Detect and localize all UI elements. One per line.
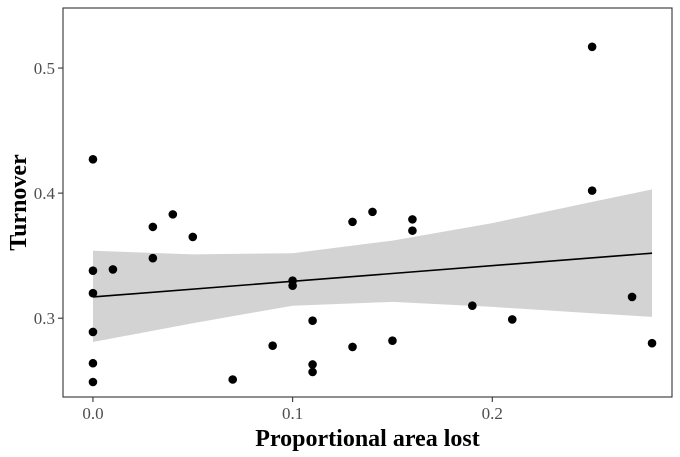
data-point: [507, 315, 517, 324]
data-point: [308, 316, 317, 326]
data-point: [88, 327, 98, 337]
data-point: [348, 342, 357, 352]
data-point: [308, 367, 317, 377]
y-axis-ticks: 0.3 0.4 0.5: [34, 59, 63, 328]
data-point: [288, 281, 297, 290]
data-point: [647, 338, 657, 348]
y-tick-label: 0.5: [34, 59, 55, 78]
y-tick-label: 0.4: [34, 184, 56, 203]
x-axis-ticks: 0.0 0.1 0.2: [82, 397, 503, 423]
confidence-band: [93, 189, 652, 342]
data-point: [408, 215, 417, 224]
data-point: [88, 288, 98, 298]
data-point: [148, 253, 158, 263]
panel-border: [62, 7, 673, 398]
data-point: [348, 217, 357, 227]
x-axis-title: Proportional area lost: [255, 426, 479, 452]
regression-line: [92, 252, 653, 298]
data-point: [188, 232, 198, 242]
x-tick-label: 0.0: [82, 404, 103, 423]
data-point: [268, 341, 277, 351]
data-point: [88, 358, 98, 368]
data-point: [408, 226, 417, 235]
data-point: [627, 292, 637, 302]
data-point: [88, 155, 98, 164]
data-point: [388, 336, 397, 346]
data-point: [368, 207, 377, 217]
x-tick-label: 0.1: [282, 404, 303, 423]
data-point: [468, 301, 477, 310]
data-point: [148, 222, 158, 232]
data-point: [228, 375, 238, 384]
data-point: [108, 265, 118, 274]
data-point: [88, 377, 98, 387]
data-point: [587, 186, 597, 195]
x-tick-label: 0.2: [482, 404, 503, 423]
y-tick-label: 0.3: [34, 309, 55, 328]
data-point: [168, 210, 178, 219]
data-point: [88, 266, 98, 275]
y-axis-title: Turnover: [6, 154, 32, 251]
data-point: [587, 42, 597, 52]
data-points: [88, 42, 657, 387]
data-point: [308, 360, 317, 369]
